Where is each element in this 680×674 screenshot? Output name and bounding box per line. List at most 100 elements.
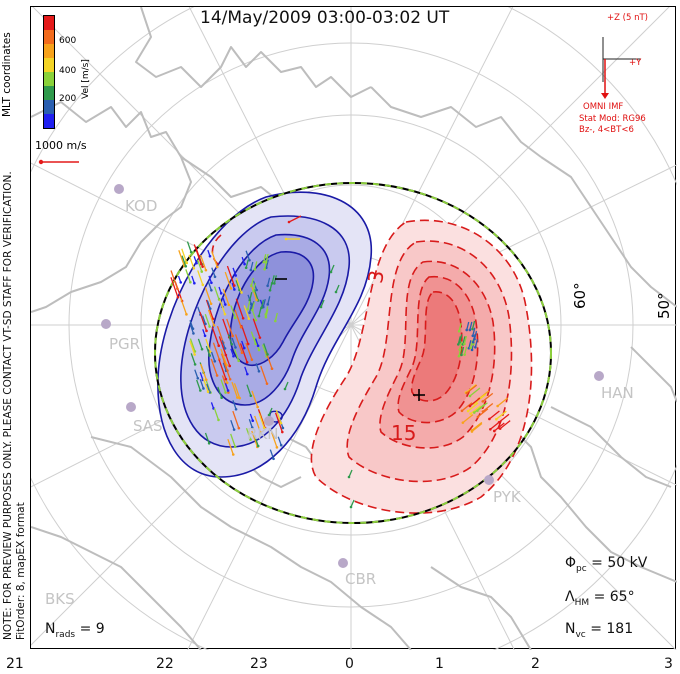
- map-title: 14/May/2009 03:00-03:02 UT: [200, 8, 450, 28]
- velocity-vector-origin: [231, 334, 234, 338]
- velocity-vector: [232, 400, 237, 410]
- velocity-vector: [253, 435, 259, 447]
- velocity-vector: [288, 215, 302, 223]
- velocity-vector-origin: [204, 322, 207, 326]
- station-marker-han: [594, 371, 604, 381]
- velocity-vector: [205, 379, 212, 393]
- velocity-vector: [180, 297, 188, 315]
- velocity-vector: [181, 255, 187, 267]
- colorbar-swatch: [44, 72, 54, 86]
- colorbar-swatch: [44, 44, 54, 58]
- colorbar-tick-200: 200: [59, 94, 77, 104]
- mlt-label-23: 23: [250, 656, 268, 672]
- velocity-vector-origin: [264, 313, 268, 316]
- colorbar-tick-600: 600: [59, 36, 77, 46]
- coastlines: [31, 7, 677, 650]
- velocity-vector: [216, 325, 224, 343]
- velocity-vector: [482, 392, 494, 402]
- velocity-vector: [465, 384, 477, 394]
- velocity-vector: [489, 410, 500, 420]
- velocity-vector-origin: [268, 288, 272, 292]
- imf-y-label: +Y: [629, 58, 642, 68]
- velocity-vector: [224, 271, 232, 289]
- lat-label-60: 60°: [571, 282, 589, 309]
- velocity-vector: [265, 259, 269, 268]
- velocity-vector-origin: [281, 430, 284, 434]
- velocity-vector: [232, 267, 237, 276]
- velocity-vector-origin: [488, 417, 491, 421]
- velocity-vector-origin: [267, 413, 271, 417]
- negative-potential-cell: [157, 191, 372, 478]
- velocity-vector: [194, 369, 199, 379]
- velocity-vector-origin: [208, 307, 212, 310]
- velocity-vector-origin: [279, 421, 283, 425]
- velocity-vector: [200, 254, 207, 271]
- colorbar-title: Vel [m/s]: [81, 59, 91, 99]
- velocity-vector: [466, 384, 478, 394]
- colorbar-swatch: [44, 86, 54, 100]
- velocity-vector: [204, 313, 211, 327]
- velocity-vector: [226, 265, 235, 286]
- velocity-vector: [258, 307, 262, 317]
- station-label-pyk: PYK: [493, 488, 521, 506]
- colorbar-swatch: [44, 114, 54, 128]
- velocity-vector-origin: [256, 444, 260, 448]
- velocity-vector-origin: [265, 382, 269, 385]
- velocity-vector: [207, 281, 212, 291]
- velocity-vector: [204, 287, 212, 304]
- station-marker-pyk: [484, 475, 494, 485]
- velocity-vector: [251, 430, 258, 448]
- heppner-maynard-boundary-green: [154, 182, 552, 524]
- velocity-vector-origin: [457, 354, 461, 358]
- velocity-vector: [204, 432, 210, 444]
- velocity-vector-origin: [243, 262, 246, 266]
- contour-label-15: 15: [391, 421, 417, 445]
- velocity-vector: [245, 342, 253, 360]
- velocity-vector-origin: [237, 359, 240, 363]
- small-red-fragment: [211, 234, 222, 266]
- velocity-vector-origin: [249, 438, 252, 441]
- velocity-vector-origin: [179, 281, 183, 284]
- velocity-vector-origin: [257, 348, 261, 352]
- velocity-vector-origin: [489, 427, 492, 431]
- velocity-vector: [457, 336, 461, 345]
- velocity-vector-origin: [240, 351, 244, 355]
- velocity-vector: [189, 340, 196, 355]
- velocity-vector: [498, 413, 510, 423]
- velocity-vector-origin: [253, 268, 257, 271]
- velocity-vector-origin: [227, 303, 231, 307]
- velocity-vector-origin: [473, 337, 476, 341]
- velocity-vector-origin: [481, 400, 485, 403]
- velocity-vector-origin: [204, 378, 208, 382]
- velocity-vector: [245, 427, 252, 440]
- velocity-vector-origin: [232, 284, 236, 287]
- velocity-vector: [240, 324, 249, 345]
- velocity-vector: [235, 277, 243, 293]
- velocity-vector-origin: [249, 394, 253, 398]
- velocity-vector: [189, 338, 196, 352]
- velocity-vector-origin: [223, 347, 227, 350]
- velocity-vector-origin: [232, 428, 236, 431]
- velocity-vector-origin: [497, 420, 501, 424]
- station-marker-sas: [126, 402, 136, 412]
- velocity-vector: [202, 378, 209, 392]
- velocity-vector: [230, 348, 235, 357]
- velocity-vector: [197, 259, 203, 272]
- velocity-vector-origin: [193, 353, 196, 356]
- mlt-label-1: 1: [435, 656, 444, 672]
- velocity-vector-origin: [176, 287, 179, 290]
- velocity-vector-origin: [496, 404, 499, 408]
- velocity-vector-origin: [246, 342, 250, 346]
- velocity-vector: [210, 358, 218, 376]
- velocity-vector-origin: [206, 390, 210, 394]
- imf-model: Stat Mod: RG96: [579, 114, 646, 124]
- velocity-vector-origin: [223, 312, 227, 316]
- velocity-vector: [277, 436, 282, 446]
- velocity-vector-origin: [264, 315, 268, 319]
- velocity-vector: [265, 306, 269, 315]
- station-marker-rkn: [264, 416, 274, 426]
- velocity-vector: [206, 383, 211, 393]
- velocity-vector-origin: [468, 394, 472, 398]
- velocity-vector: [472, 327, 476, 336]
- velocity-vector: [275, 409, 282, 424]
